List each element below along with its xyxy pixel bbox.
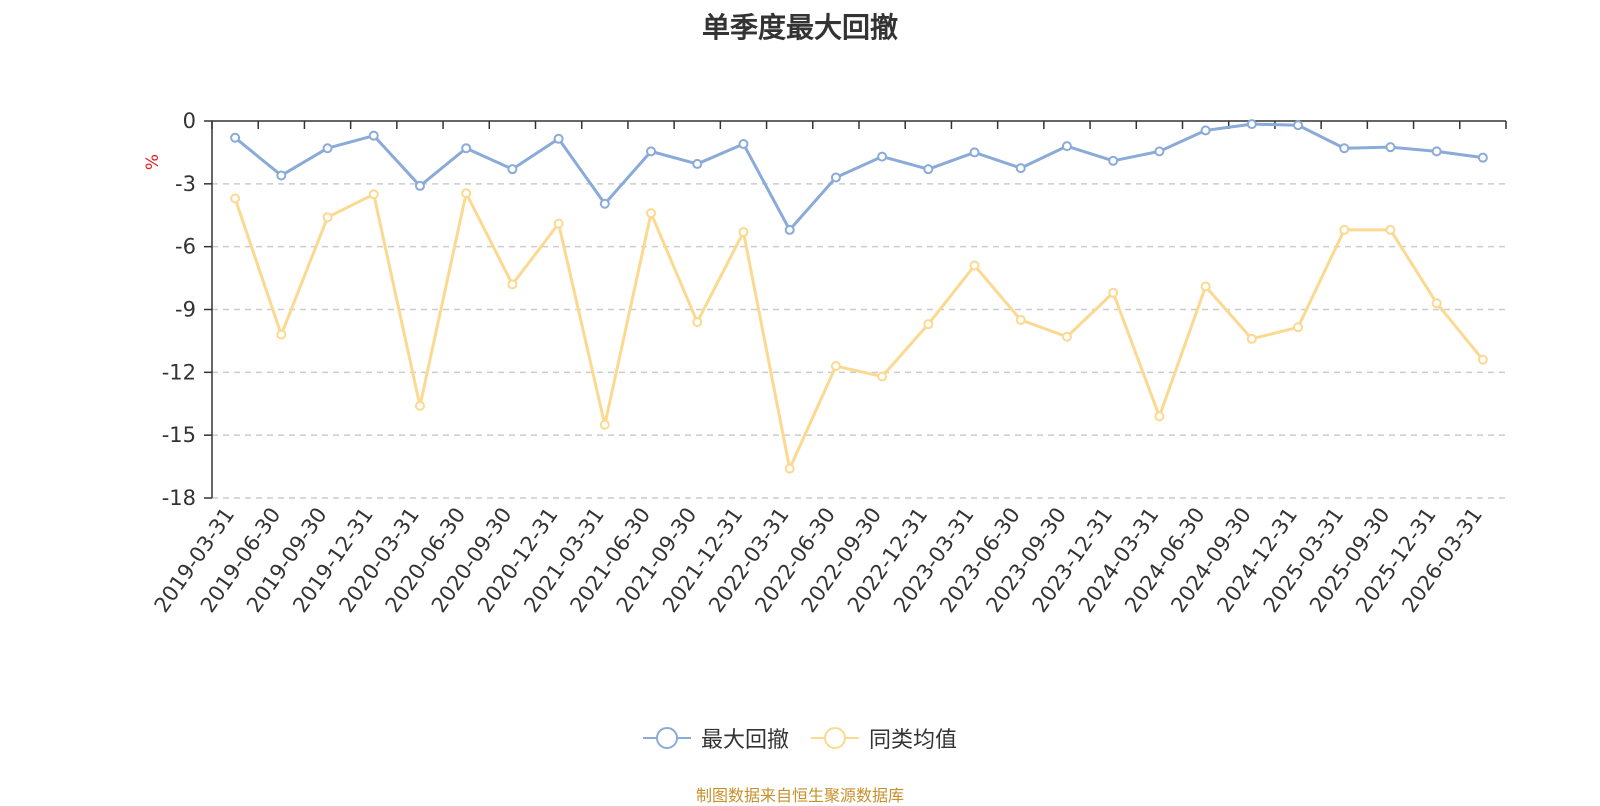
legend-item-series-1[interactable]: 同类均值 [811,722,957,754]
chart-title: 单季度最大回撤 [701,11,898,44]
legend-marker-series-1 [811,727,859,749]
data-point[interactable] [1108,155,1119,166]
data-point[interactable] [1246,333,1257,344]
legend-label-series-0: 最大回撤 [700,728,789,753]
data-point[interactable] [507,164,518,175]
data-point[interactable] [1154,146,1165,157]
y-tick-label: -12 [162,360,196,384]
data-point[interactable] [1477,354,1488,365]
data-point[interactable] [553,133,564,144]
data-point[interactable] [784,224,795,235]
data-point[interactable] [1293,322,1304,333]
data-point[interactable] [599,419,610,430]
data-point[interactable] [1339,224,1350,235]
data-source-note: 制图数据来自恒生聚源数据库 [695,786,904,805]
series-line-0 [234,122,1484,232]
data-point[interactable] [1431,298,1442,309]
data-point[interactable] [461,188,472,199]
data-point[interactable] [368,189,379,200]
data-point[interactable] [322,143,333,154]
data-point[interactable] [1385,224,1396,235]
legend-item-series-0[interactable]: 最大回撤 [642,722,789,754]
data-point[interactable] [322,212,333,223]
data-point[interactable] [230,193,241,204]
data-point[interactable] [877,151,888,162]
y-tick-label: -9 [175,298,196,322]
data-point[interactable] [1293,120,1304,131]
data-point[interactable] [877,371,888,382]
data-point[interactable] [738,227,749,238]
y-tick-label: -3 [175,172,196,196]
data-point[interactable] [1339,143,1350,154]
data-point[interactable] [1246,119,1257,130]
y-tick-label: -15 [162,423,196,447]
data-point[interactable] [414,180,425,191]
data-point[interactable] [368,130,379,141]
data-point[interactable] [1061,331,1072,342]
data-point[interactable] [1015,314,1026,325]
data-point[interactable] [507,279,518,290]
y-tick-label: -6 [175,235,196,259]
data-point[interactable] [830,172,841,183]
data-point[interactable] [1108,287,1119,298]
data-point[interactable] [1154,411,1165,422]
legend-marker-series-0 [642,727,691,749]
y-tick-label: 0 [183,109,196,133]
data-point[interactable] [923,164,934,175]
y-tick-label: -18 [162,486,196,510]
data-point[interactable] [461,143,472,154]
data-point[interactable] [1477,152,1488,163]
data-point[interactable] [276,170,287,181]
data-point[interactable] [1385,142,1396,153]
data-point[interactable] [692,317,703,328]
data-point[interactable] [230,132,241,143]
data-point[interactable] [692,158,703,169]
series-line-1 [233,191,1485,471]
y-axis-label: % [143,154,163,170]
legend-label-series-1: 同类均值 [869,728,958,753]
data-point[interactable] [646,146,657,157]
data-point[interactable] [276,329,287,340]
data-point[interactable] [1200,125,1211,136]
data-point[interactable] [969,260,980,271]
data-point[interactable] [923,319,934,330]
data-point[interactable] [1061,141,1072,152]
data-point[interactable] [599,198,610,209]
data-point[interactable] [1431,146,1442,157]
data-point[interactable] [553,218,564,229]
data-point[interactable] [646,208,657,219]
data-point[interactable] [1200,281,1211,292]
data-point[interactable] [830,361,841,372]
data-point[interactable] [969,147,980,158]
data-point[interactable] [784,463,795,474]
data-point[interactable] [414,400,425,411]
legend: 最大回撤 同类均值 [0,722,1600,754]
data-point[interactable] [1015,163,1026,174]
data-point[interactable] [738,139,749,150]
